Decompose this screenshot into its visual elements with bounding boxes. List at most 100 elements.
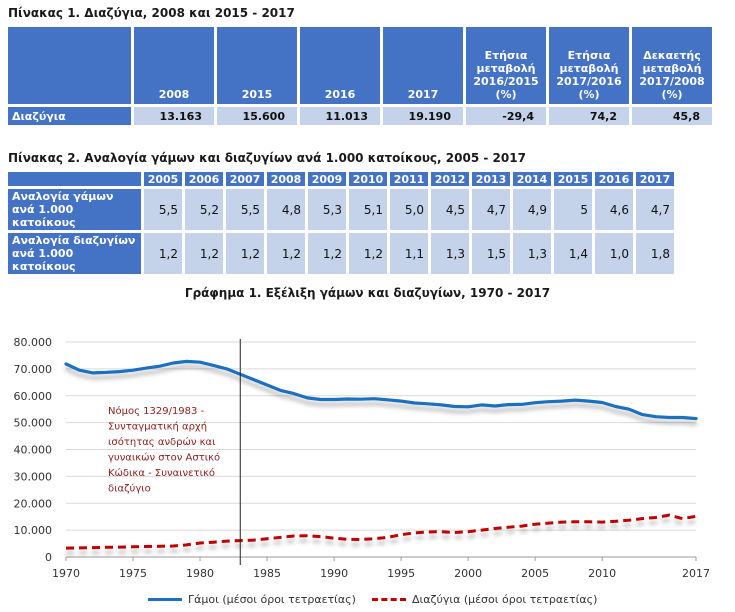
table2-value-cell: 4,7 [636,189,674,230]
row-label-line: ανά 1.000 κατοίκους [12,203,76,229]
row-label-line: Αναλογία διαζυγίων [12,234,136,247]
table2-row-label: Αναλογία γάμων ανά 1.000 κατοίκους [8,189,141,230]
chart-title: Γράφημα 1. Εξέλιξη γάμων και διαζυγίων, … [184,286,551,300]
table2-value-cell: 1,8 [636,233,674,274]
table2-value-cell: 1,5 [472,233,510,274]
table1-title: Πίνακας 1. Διαζύγια, 2008 και 2015 - 201… [8,6,295,20]
annotation-line: Συνταγματική αρχή [108,421,207,433]
y-tick-label: 10.000 [14,524,53,537]
table1-value-cell: 13.163 [134,107,214,125]
x-tick-label: 2010 [588,567,616,580]
table2-value-cell: 1,4 [554,233,592,274]
table2-value-cell: 5,5 [226,189,264,230]
table2-value-cell: 4,9 [513,189,551,230]
table1-header-cell: 2017 [383,27,463,104]
table1-header-cell: 2008 [134,27,214,104]
table1-value-cell: 15.600 [217,107,297,125]
x-tick-label: 1985 [253,567,281,580]
table1-header-cell: 2015 [217,27,297,104]
table2-value-cell: 1,1 [390,233,428,274]
table1-header-cell: 2016 [300,27,380,104]
y-tick-label: 40.000 [14,444,53,457]
chart-series [64,359,698,550]
annotation-line: γυναικών στον Αστικό [108,452,220,464]
table2-year-cell: 2016 [595,172,633,186]
table2-value-cell: 1,0 [595,233,633,274]
divorces-line [65,513,697,550]
table2-year-cell: 2007 [226,172,264,186]
table2-row-label: Αναλογία διαζυγίων ανά 1.000 κατοίκους [8,233,141,274]
table2-value-cell: 4,6 [595,189,633,230]
marriages-divorces-chart: 0 10.000 20.000 30.000 40.000 50.000 60.000 70.… [14,336,711,580]
x-tick-label: 1995 [387,567,415,580]
y-tick-label: 80.000 [14,336,53,349]
legend-label: Γάμοι (μέσοι όροι τετραετίας) [188,593,356,606]
table2-value-cell: 4,8 [267,189,305,230]
table2-value-cell: 5,2 [185,189,223,230]
x-tick-label: 1970 [52,567,80,580]
table2-header-row: 2005 2006 2007 2008 2009 2010 2011 2012 … [8,172,674,186]
y-tick-label: 60.000 [14,390,53,403]
table2-year-cell: 2008 [267,172,305,186]
table1-value-cell: 19.190 [383,107,463,125]
divorces-table: 2008 2015 2016 2017 Ετήσια μεταβολή 2016… [5,24,715,128]
table1-row-label: Διαζύγια [8,107,131,125]
table2-year-cell: 2014 [513,172,551,186]
y-tick-label: 50.000 [14,417,53,430]
table2-value-cell: 1,2 [308,233,346,274]
annotation-line: Νόμος 1329/1983 - [108,405,205,417]
table2-value-cell: 1,3 [513,233,551,274]
table2-year-cell: 2006 [185,172,223,186]
table2-value-cell: 1,2 [144,233,182,274]
x-axis: 1970 1975 1980 1985 1990 1995 2000 2005 2010 2017 [52,557,710,580]
chart-gridlines [66,341,696,558]
legend-solid-line-icon [148,598,182,601]
table2-year-cell: 2011 [390,172,428,186]
table1-header-cell: Ετήσια μεταβολή 2016/2015 (%) [466,27,546,104]
table2-value-cell: 1,2 [185,233,223,274]
x-tick-label: 2005 [521,567,549,580]
table2-year-cell: 2017 [636,172,674,186]
x-tick-label: 2000 [454,567,482,580]
legend-item-marriages: Γάμοι (μέσοι όροι τετραετίας) [148,593,356,606]
table2-value-cell: 4,5 [431,189,469,230]
table2-divorce-row: Αναλογία διαζυγίων ανά 1.000 κατοίκους 1,… [8,233,674,274]
y-axis: 0 10.000 20.000 30.000 40.000 50.000 60.000 70.… [14,336,53,564]
annotation-line: ισότητας ανδρών και [108,436,216,448]
table1-value-cell: -29,4 [466,107,546,125]
legend-item-divorces: Διαζύγια (μέσοι όροι τετραετίας) [372,593,597,606]
table2-value-cell: 5,1 [349,189,387,230]
table2-value-cell: 1,2 [349,233,387,274]
table2-year-cell: 2009 [308,172,346,186]
table1-value-cell: 11.013 [300,107,380,125]
table2-year-cell: 2015 [554,172,592,186]
row-label-line: Αναλογία γάμων [12,190,114,203]
table1-header-row: 2008 2015 2016 2017 Ετήσια μεταβολή 2016… [8,27,712,104]
table2-year-cell: 2012 [431,172,469,186]
law-1983-annotation: Νόμος 1329/1983 - Συνταγματική αρχή ισότητ… [108,405,220,495]
table1-data-row: Διαζύγια 13.163 15.600 11.013 19.190 -29… [8,107,712,125]
table1-header-cell: Ετήσια μεταβολή 2017/2016 (%) [549,27,629,104]
table1-value-cell: 45,8 [632,107,712,125]
table2-title: Πίνακας 2. Αναλογία γάμων και διαζυγίων … [8,151,526,165]
y-tick-label: 0 [45,551,52,564]
table1-header-cell: Δεκαετής μεταβολή 2017/2008 (%) [632,27,712,104]
table2-value-cell: 5,0 [390,189,428,230]
table2-value-cell: 5 [554,189,592,230]
table2-value-cell: 1,2 [226,233,264,274]
x-tick-label: 1980 [186,567,214,580]
annotation-line: Κώδικα - Συναινετικό [108,467,215,479]
table1-value-cell: 74,2 [549,107,629,125]
y-tick-label: 70.000 [14,363,53,376]
table2-year-cell: 2005 [144,172,182,186]
table2-year-cell: 2010 [349,172,387,186]
ratio-table: 2005 2006 2007 2008 2009 2010 2011 2012 … [5,169,677,277]
table2-value-cell: 5,5 [144,189,182,230]
table2-year-cell: 2013 [472,172,510,186]
table2-marriage-row: Αναλογία γάμων ανά 1.000 κατοίκους 5,5 5,… [8,189,674,230]
annotation-line: διαζύγιο [108,483,151,495]
table2-value-cell: 1,3 [431,233,469,274]
table2-value-cell: 4,7 [472,189,510,230]
x-tick-label: 1990 [320,567,348,580]
legend-dashed-line-icon [372,598,406,601]
